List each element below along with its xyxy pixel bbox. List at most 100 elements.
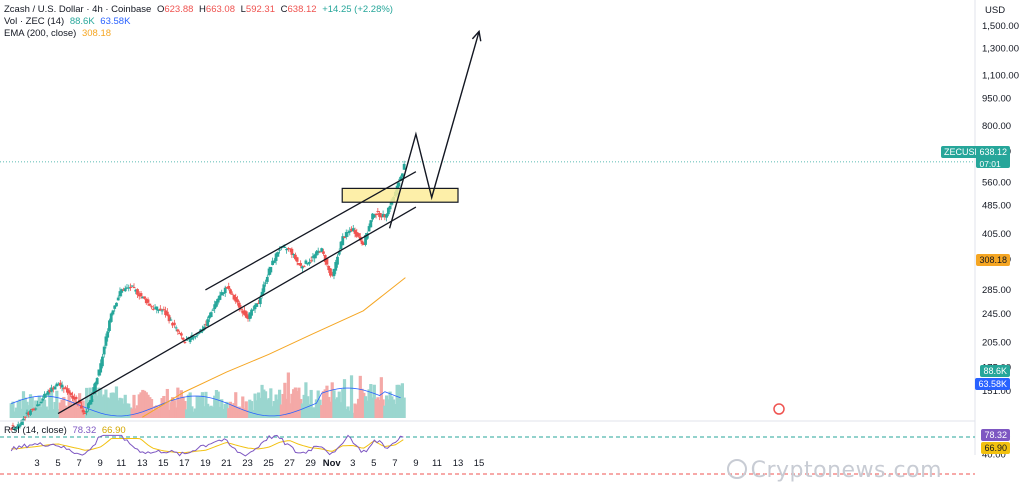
candle-body: [44, 393, 48, 395]
candle-body: [123, 288, 127, 292]
volume-bar: [341, 389, 345, 418]
volume-label: Vol · ZEC (14): [4, 16, 65, 27]
candle-body: [309, 260, 313, 262]
candle-body: [288, 248, 292, 250]
candle-body: [239, 308, 243, 310]
candle-body: [120, 289, 124, 293]
volume-bar: [69, 401, 73, 418]
volume-bar: [13, 411, 17, 418]
volume-bar: [269, 388, 273, 418]
watermark: Cryptonews.com: [726, 458, 942, 483]
high-value: 663.08: [205, 4, 235, 15]
candle-body: [64, 387, 67, 389]
volume-bar: [293, 387, 297, 418]
volume-bar: [307, 403, 312, 418]
volume-bar: [121, 403, 126, 418]
candle-body: [115, 302, 118, 307]
volume-bar: [111, 392, 115, 418]
candle-body: [236, 299, 239, 303]
price-tick-label: 1,500.00: [982, 21, 1019, 32]
volume-bar: [377, 399, 382, 418]
volume-bar: [297, 387, 301, 418]
volume-value: 88.6K: [69, 16, 95, 27]
candle-body: [306, 263, 310, 265]
volume-bar: [321, 391, 326, 418]
candle-body: [216, 298, 220, 303]
volume-bar: [16, 400, 20, 418]
volume-bar: [9, 403, 13, 418]
x-tick-label: 15: [474, 458, 485, 469]
candle-body: [116, 297, 120, 301]
candle-body: [246, 315, 250, 319]
ema-badge: 308.18: [976, 254, 1010, 266]
candle-body: [127, 287, 131, 289]
change-value: +14.25 (+2.28%): [322, 4, 393, 15]
candle-body: [241, 310, 245, 314]
candle-body: [318, 251, 322, 253]
volume-bar: [365, 400, 369, 418]
volume-bar: [248, 399, 252, 418]
candle-body: [160, 310, 164, 312]
candle-body: [86, 403, 90, 409]
candle-body: [369, 220, 373, 228]
candle-body: [208, 315, 211, 319]
volume-bar: [79, 400, 83, 418]
candle-body: [158, 308, 162, 311]
candle-body: [11, 425, 15, 427]
price-tick-label: 205.00: [982, 337, 1011, 348]
x-tick-label: 3: [34, 458, 39, 469]
volume-legend[interactable]: Vol · ZEC (14) 88.6K 63.58K: [4, 16, 133, 28]
candle-body: [260, 291, 264, 296]
candle-body: [153, 307, 157, 309]
volume-bar: [158, 404, 162, 418]
volume-bar: [193, 408, 198, 418]
candle-body: [251, 309, 255, 311]
volume-bar: [142, 390, 147, 418]
rsi-ma-badge: 66.90: [981, 442, 1010, 454]
candle-body: [88, 400, 92, 405]
volume-bar: [109, 392, 113, 418]
candle-body: [136, 289, 139, 295]
ema-legend[interactable]: EMA (200, close) 308.18: [4, 28, 114, 40]
candle-body: [248, 312, 252, 319]
volume-bar: [213, 395, 217, 418]
volume-bar: [172, 400, 176, 418]
x-tick-label: 21: [221, 458, 232, 469]
volume-bar: [21, 391, 26, 418]
candle-body: [283, 247, 287, 249]
symbol-tag-badge: ZECUSD: [940, 146, 984, 158]
x-tick-label: 13: [453, 458, 464, 469]
volume-bar: [230, 404, 234, 418]
volume-bar: [120, 398, 124, 418]
rsi-legend[interactable]: RSI (14, close) 78.32 66.90: [4, 425, 129, 437]
rsi-badge: 78.32: [981, 429, 1010, 441]
candle-body: [27, 412, 31, 415]
candle-body: [337, 251, 341, 255]
volume-bar: [195, 395, 199, 418]
volume-bar: [20, 408, 24, 418]
volume-bar: [174, 407, 178, 418]
candle-body: [34, 408, 38, 410]
volume-ma-badge: 63.58K: [975, 378, 1010, 390]
volume-bar: [265, 399, 269, 418]
rsi-ma-value: 66.90: [101, 425, 126, 436]
volume-bar: [327, 396, 331, 418]
candle-body: [272, 260, 276, 263]
candle-body: [257, 302, 260, 304]
price-tick-label: 151.00: [982, 386, 1011, 397]
candle-body: [285, 249, 289, 251]
volume-bar: [93, 391, 98, 418]
candle-body: [250, 309, 253, 316]
candle-body: [155, 306, 159, 311]
volume-bar: [128, 407, 133, 418]
ema-label: EMA (200, close): [4, 28, 77, 39]
candle-body: [94, 382, 97, 391]
volume-bar: [118, 397, 122, 418]
volume-bar: [276, 399, 280, 418]
symbol-title[interactable]: Zcash / U.S. Dollar · 4h · Coinbase: [4, 4, 152, 15]
volume-bar: [388, 391, 392, 418]
countdown: 07:01: [979, 159, 1001, 169]
volume-bar: [125, 403, 129, 418]
candle-body: [137, 294, 141, 297]
